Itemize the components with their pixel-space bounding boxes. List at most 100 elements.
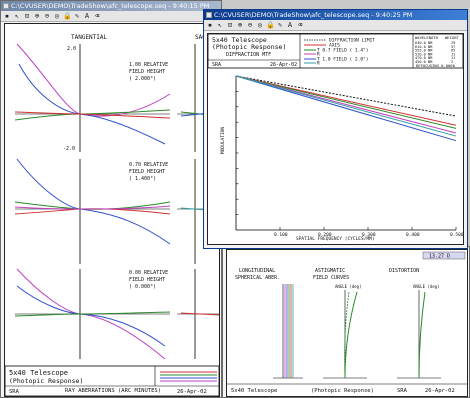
ray-aberrations-titlebar[interactable]: C:\CVUSER\DEMO\TradeShow\afc_telescope.s… [1,1,221,11]
astigmatic-plot [323,290,367,379]
diffraction-mtf-window[interactable]: C:\CVUSER\DEMO\TradeShow\afc_telescope.s… [203,9,468,249]
text-icon[interactable]: A [287,21,293,29]
diffraction-mtf-plot: 5x40 Telescope (Photopic Response) DIFFR… [207,33,464,245]
distortion-sublabel: ANGLE (deg) [413,284,440,289]
zoom-fit-icon[interactable]: ◎ [54,12,60,20]
field-3-line3: ( 0.000°) [129,284,156,290]
x-tick-label: 0.400 [406,232,420,238]
distortion-plot [397,290,441,379]
save-icon[interactable]: ▪ [4,12,10,20]
wavelength-table: WAVELENGTH WEIGHT 640.0 NM 29 610.0 NM 57 55… [415,35,459,68]
ray-footer-org: SRA [9,389,20,395]
weight-header: WEIGHT [445,35,459,40]
app-icon [3,3,9,9]
pen-icon[interactable]: ✎ [74,12,80,20]
weight-value: 11 [451,52,455,56]
text-icon[interactable]: A [84,12,90,20]
zoom-window-icon[interactable]: ⊡ [24,12,30,20]
zoom-out-icon[interactable]: ⊖ [44,12,50,20]
legend-label-t10: T 1.0 FIELD ( 2.0°) [317,57,368,63]
lock-icon[interactable]: 🔒 [63,12,72,20]
pointer-icon[interactable]: ↖ [14,12,20,20]
ray-footer-plotname: RAY ABERRATIONS (ARC MINUTES) [65,388,161,394]
field-curves-badge: 13.27 D [429,254,450,260]
x-tick-label: 0.500 [450,232,463,238]
mtf-x-axis-label: SPATIAL FREQUENCY (CYCLES/MM) [296,236,375,242]
field-2-line1: 0.70 RELATIVE [129,162,168,168]
field-2-line3: ( 1.400°) [129,176,156,182]
longitudinal-title-1: LONGITUDINAL [239,268,275,274]
legend-label-axis: AXIS [329,43,340,49]
field-curves-window[interactable]: 13.27 D LONGITUDINAL SPHERICAL ABER. AST… [222,246,470,398]
wavelength-value: 640.0 NM [415,41,433,45]
weight-value: 11 [451,56,455,60]
mtf-header-plotname: DIFFRACTION MTF [226,52,271,58]
defocusing-label: DEFOCUSING 0.0000 [416,63,456,68]
zoom-in-icon[interactable]: ⊕ [34,12,40,20]
legend-label-r07: R [317,52,320,58]
ray-footer-date: 26-Apr-02 [177,389,207,395]
field-curves-footer-date: 26-Apr-02 [425,388,455,394]
eraser-icon[interactable]: ⌫ [94,12,100,20]
x-tick-label: 0.100 [274,232,288,238]
ray-aberrations-window[interactable]: C:\CVUSER\DEMO\TradeShow\afc_telescope.s… [0,0,222,398]
wavelength-rows: 640.0 NM 29 610.0 NM 57 555.0 NM 65 510.0 NM 11… [415,41,455,64]
weight-value: 57 [451,45,455,49]
axis-minus-label: -2.0 [63,146,75,152]
pointer-icon[interactable]: ↖ [217,21,223,29]
astigmatic-sublabel: ANGLE (deg) [335,284,362,289]
mtf-axes: 0.100 0.200 0.300 0.400 0.500 [235,75,464,238]
weight-value: 29 [451,41,455,45]
ray-aberrations-svg: TANGENTIAL SAG 2.0 -2.0 1.00 RELATIVE FI… [4,34,220,397]
ray-footer-telescope: 5x40 Telescope [9,369,68,377]
ray-footer-response: (Photopic Response) [9,377,83,385]
mtf-series [235,75,457,142]
zoom-out-icon[interactable]: ⊖ [247,21,253,29]
astigmatic-title-1: ASTIGMATIC [315,268,345,274]
zoom-in-icon[interactable]: ⊕ [237,21,243,29]
distortion-title: DISTORTION [389,268,419,274]
field-1-line3: ( 2.000°) [129,76,156,82]
mtf-series-line [235,75,457,142]
axis-plus-label: 2.0 [67,46,76,52]
pen-icon[interactable]: ✎ [277,21,283,29]
legend-label-diffraction-limit: DIFFRACTION LIMIT [329,38,375,44]
zoom-window-icon[interactable]: ⊡ [227,21,233,29]
lock-icon[interactable]: 🔒 [266,21,275,29]
wavelength-value: 510.0 NM [415,52,433,56]
astigmatic-title-2: FIELD CURVES [313,275,349,281]
ray-aberrations-toolbar: ▪ ↖ ⊡ ⊕ ⊖ ◎ 🔒 ✎ A ⌫ [1,11,221,22]
zoom-fit-icon[interactable]: ◎ [257,21,263,29]
longitudinal-plot [273,284,303,379]
diffraction-mtf-titlebar[interactable]: C:\CVUSER\DEMO\TradeShow\afc_telescope.s… [204,10,467,20]
field-curves-footer-org: SRA [397,388,408,394]
field-2-line2: FIELD HEIGHT [129,169,165,175]
mtf-header-response: (Photopic Response) [212,43,286,51]
weight-value: 65 [451,49,455,53]
mtf-series-line [235,75,457,117]
field-3-line1: 0.00 RELATIVE [129,270,168,276]
wavelength-header: WAVELENGTH [415,35,439,40]
field-curves-footer-telescope: 5x40 Telescope [231,388,277,394]
app-icon [206,12,212,18]
legend-label-r10: R [317,61,320,67]
wavelength-value: 555.0 NM [415,49,433,53]
tangential-header: TANGENTIAL [71,34,108,41]
ray-aberrations-window-title: C:\CVUSER\DEMO\TradeShow\afc_telescope.s… [11,2,210,10]
mtf-y-axis-label: MODULATION [220,127,226,154]
field-3-line2: FIELD HEIGHT [129,277,165,283]
mtf-series-line [235,75,457,129]
mtf-header-org: SRA [212,62,221,68]
field-curves-footer-response: (Photopic Response) [311,388,374,394]
field-curves-plot: 13.27 D LONGITUDINAL SPHERICAL ABER. AST… [226,249,468,397]
save-icon[interactable]: ▪ [207,21,213,29]
mtf-series-line [235,75,457,137]
eraser-icon[interactable]: ⌫ [297,21,303,29]
mtf-svg: 5x40 Telescope (Photopic Response) DIFFR… [207,33,464,242]
wavelength-value: 610.0 NM [415,45,433,49]
weight-value: 2 [451,60,453,64]
diffraction-mtf-toolbar: ▪ ↖ ⊡ ⊕ ⊖ ◎ 🔒 ✎ A ⌫ [204,20,467,31]
ray-panel-1: 2.0 -2.0 1.00 RELATIVE FIELD HEIGHT ( 2.… [14,43,220,152]
field-curves-svg: 13.27 D LONGITUDINAL SPHERICAL ABER. AST… [227,251,467,394]
ray-panel-3: 0.00 RELATIVE FIELD HEIGHT ( 0.000°) [14,268,220,360]
